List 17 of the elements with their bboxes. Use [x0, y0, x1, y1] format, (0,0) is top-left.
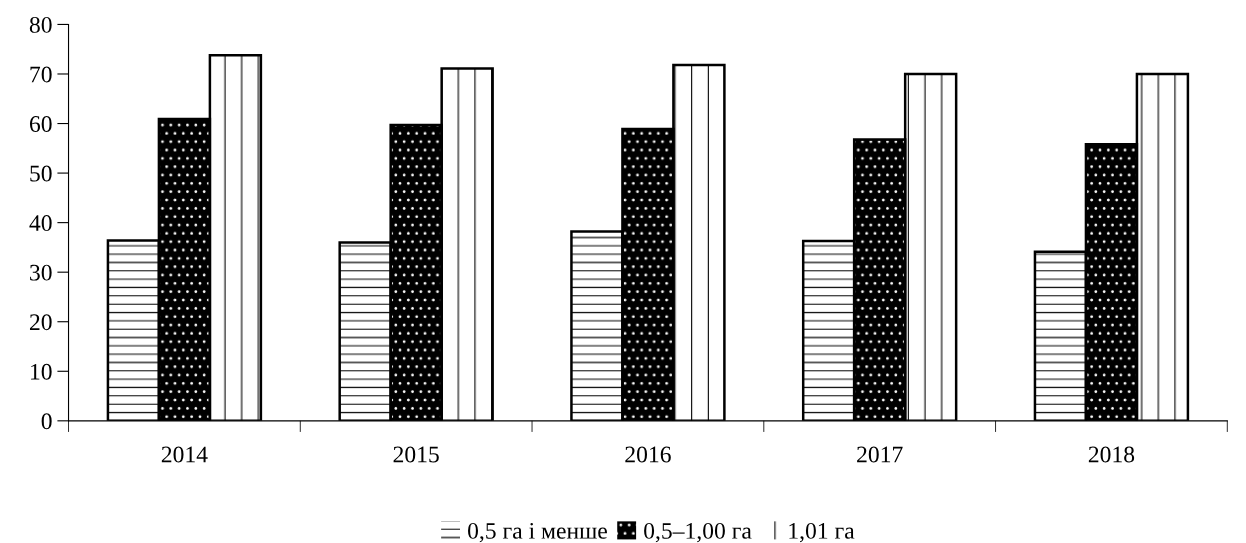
- x-tick-label: 2014: [161, 446, 208, 463]
- y-tick-label: 70: [30, 66, 52, 83]
- y-tick-label: 20: [29, 314, 52, 331]
- x-tick-label: 2017: [857, 446, 903, 463]
- y-tick-label: 10: [31, 363, 52, 380]
- y-tick-label: 60: [29, 116, 52, 132]
- y-tick-label: 50: [30, 165, 52, 182]
- legend-label: 0,5 га і менше: [468, 522, 607, 543]
- legend-label: 0,5–1,00 га: [644, 522, 752, 543]
- y-tick-label: 40: [29, 215, 52, 232]
- x-tick-label: 2018: [1088, 446, 1135, 463]
- y-tick-label: 0: [41, 413, 52, 430]
- legend-label: 1,01 га: [789, 522, 855, 543]
- y-tick-label: 80: [29, 16, 52, 33]
- y-tick-label: 30: [30, 264, 52, 281]
- x-tick-label: 2015: [393, 446, 439, 463]
- x-tick-label: 2016: [625, 446, 671, 463]
